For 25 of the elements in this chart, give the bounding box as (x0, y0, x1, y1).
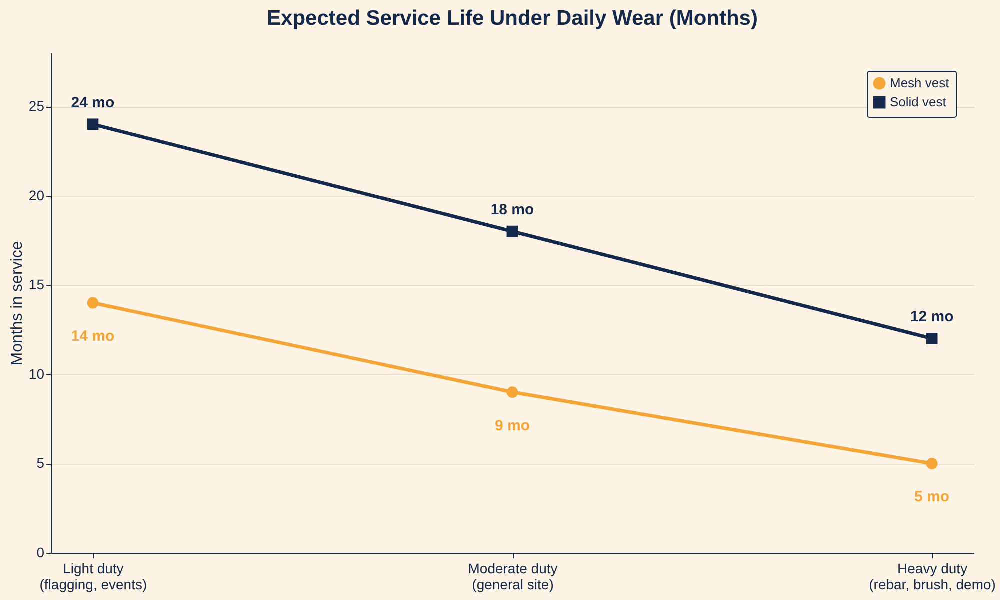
point (506, 226, 518, 238)
chart-title: Expected Service Life Under Daily Wear (Months) (267, 7, 758, 30)
legend-label: Mesh vest (890, 76, 950, 90)
y-axis-title: Months in service (8, 241, 26, 366)
data-label: 9 mo (494, 417, 530, 434)
point (506, 386, 518, 398)
y-tick-label: 5 (36, 455, 45, 472)
legend-label: Solid vest (890, 94, 947, 110)
x-tick-label: Light duty (flagging, events) (40, 560, 148, 592)
x-tick-label: Moderate duty (general site) (468, 560, 558, 592)
data-label: 14 mo (71, 328, 115, 345)
y-tick-label: 25 (28, 98, 45, 114)
y-tick-label: 20 (28, 187, 45, 204)
y-tick-label: 15 (28, 276, 45, 293)
point (87, 118, 99, 130)
point (87, 297, 99, 309)
point (926, 333, 938, 344)
data-label: 18 mo (490, 202, 534, 219)
data-label: 24 mo (71, 94, 115, 112)
y-tick-label: 0 (36, 544, 45, 560)
data-label: 12 mo (910, 308, 954, 326)
point (926, 458, 938, 470)
y-tick-label: 10 (28, 366, 45, 382)
data-label: 5 mo (914, 488, 950, 506)
x-tick-label: Heavy duty (rebar, brush, demo) (869, 560, 996, 592)
